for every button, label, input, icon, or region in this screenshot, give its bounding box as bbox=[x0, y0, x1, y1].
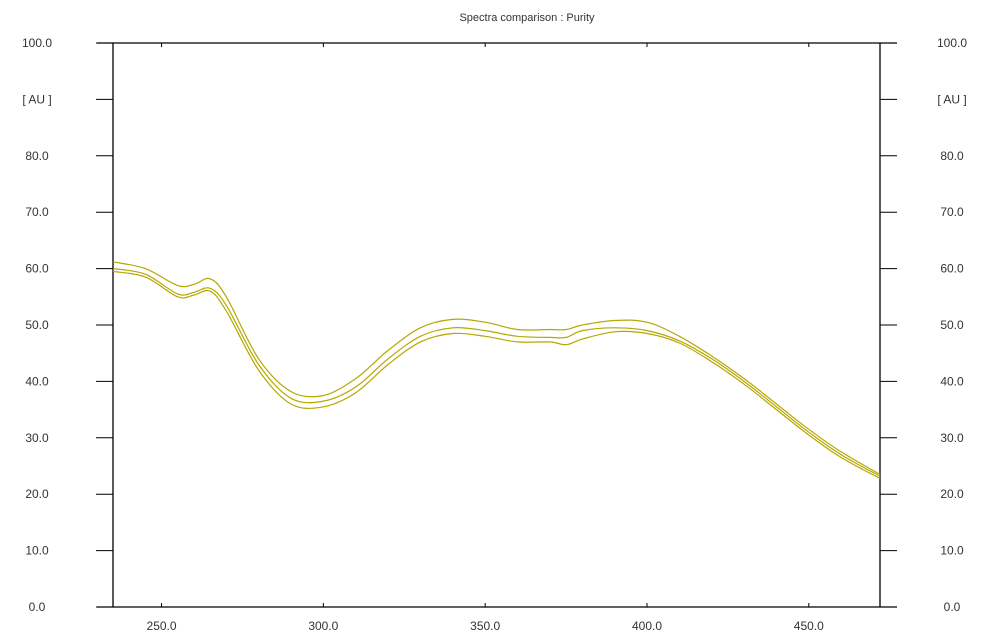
plot-area bbox=[112, 261, 881, 479]
y-tick-label-left: 50.0 bbox=[25, 318, 49, 332]
spectrum-line-2 bbox=[112, 268, 881, 477]
tick-labels: 100.0 100.0 [ AU ] [ AU ] 80.0 80.0 70.0 70.0 60… bbox=[22, 36, 967, 633]
x-tick-label: 450.0 bbox=[794, 619, 824, 633]
y-tick-label-right: [ AU ] bbox=[937, 92, 966, 106]
spectrum-line-3 bbox=[112, 270, 881, 479]
chart-axes bbox=[96, 42, 897, 608]
y-tick-label-right: 20.0 bbox=[940, 487, 964, 501]
y-tick-label-right: 70.0 bbox=[940, 205, 964, 219]
y-tick-label-right: 100.0 bbox=[937, 36, 967, 50]
y-tick-label-right: 10.0 bbox=[940, 544, 964, 558]
y-tick-label-left: 40.0 bbox=[25, 374, 49, 388]
y-tick-label-left: [ AU ] bbox=[22, 92, 51, 106]
y-tick-label-right: 0.0 bbox=[944, 600, 961, 614]
spectrum-line-1 bbox=[112, 261, 881, 476]
x-tick-label: 350.0 bbox=[470, 619, 500, 633]
x-tick-label: 250.0 bbox=[147, 619, 177, 633]
y-tick-label-left: 70.0 bbox=[25, 205, 49, 219]
chart-title: Spectra comparison : Purity bbox=[459, 12, 595, 24]
y-tick-label-left: 20.0 bbox=[25, 487, 49, 501]
x-tick-label: 400.0 bbox=[632, 619, 662, 633]
y-tick-label-right: 60.0 bbox=[940, 262, 964, 276]
y-tick-label-left: 60.0 bbox=[25, 262, 49, 276]
x-tick-label: 300.0 bbox=[308, 619, 338, 633]
y-tick-label-left: 0.0 bbox=[29, 600, 46, 614]
y-tick-label-left: 80.0 bbox=[25, 149, 49, 163]
y-tick-label-right: 40.0 bbox=[940, 374, 964, 388]
y-tick-label-right: 50.0 bbox=[940, 318, 964, 332]
y-tick-label-left: 30.0 bbox=[25, 431, 49, 445]
y-tick-label-left: 10.0 bbox=[25, 544, 49, 558]
y-tick-label-right: 80.0 bbox=[940, 149, 964, 163]
y-tick-label-right: 30.0 bbox=[940, 431, 964, 445]
y-tick-label-left: 100.0 bbox=[22, 36, 52, 50]
